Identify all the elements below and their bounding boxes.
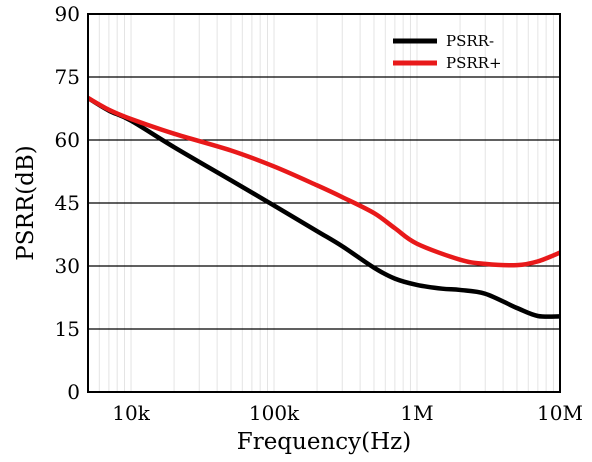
x-tick-label: 10k bbox=[112, 401, 150, 425]
y-axis-title: PSRR(dB) bbox=[13, 145, 39, 260]
x-tick-label: 10M bbox=[537, 401, 583, 425]
legend: PSRR- PSRR+ bbox=[393, 32, 502, 72]
y-tick-label: 60 bbox=[55, 128, 80, 152]
legend-label: PSRR- bbox=[446, 32, 494, 50]
y-tick-label: 30 bbox=[55, 254, 80, 278]
y-tick-label: 0 bbox=[67, 380, 80, 404]
y-tick-label: 45 bbox=[55, 191, 80, 215]
y-tick-label: 15 bbox=[55, 317, 80, 341]
data-series bbox=[88, 95, 560, 319]
x-tick-label: 100k bbox=[249, 401, 300, 425]
series-line-psrr-minus bbox=[88, 95, 560, 319]
legend-label: PSRR+ bbox=[446, 54, 502, 72]
x-axis-title: Frequency(Hz) bbox=[237, 429, 412, 455]
x-tick-label: 1M bbox=[400, 401, 433, 425]
plot-frame bbox=[87, 13, 561, 393]
y-tick-label: 90 bbox=[55, 2, 80, 26]
y-tick-label: 75 bbox=[55, 65, 80, 89]
tick-labels: 0 15 30 45 60 75 90 10k 100k 1M 10M bbox=[55, 2, 583, 425]
series-line-psrr-plus bbox=[88, 95, 560, 268]
